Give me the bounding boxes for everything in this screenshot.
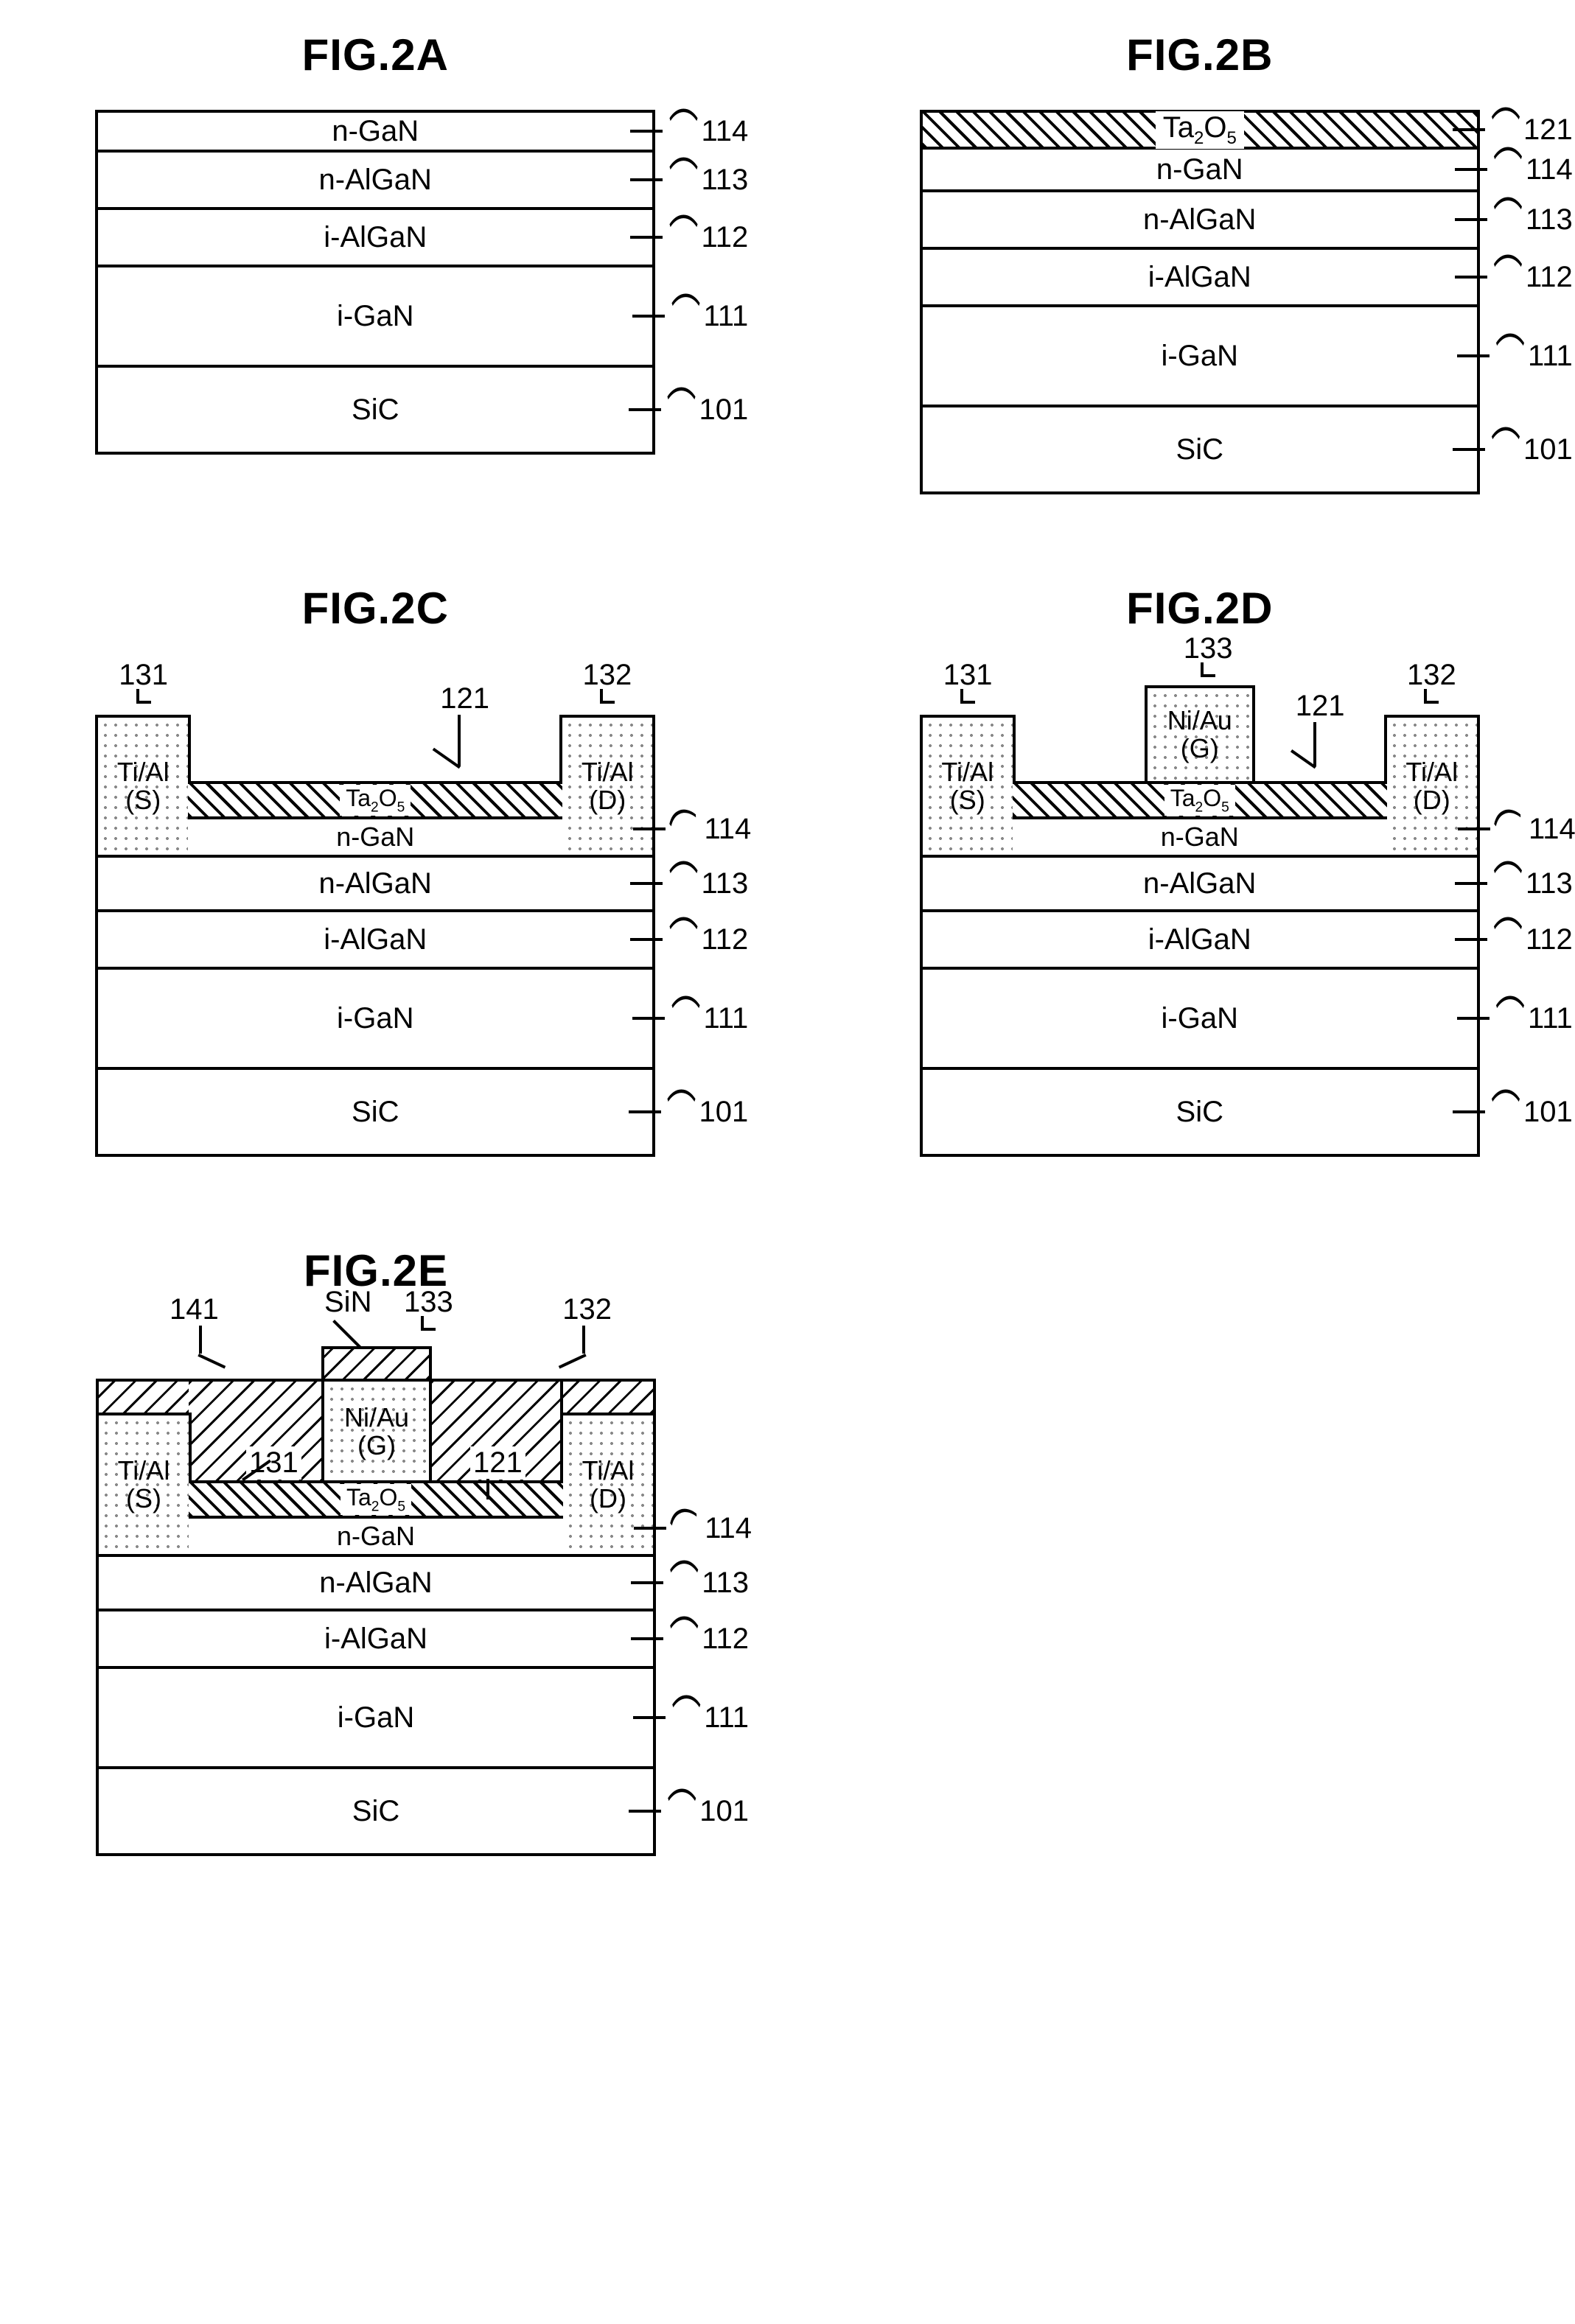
electrode-row: Ti/Al (S) Ti/Al (D) Ta2O5 (95, 715, 655, 855)
ngan-strip: n-GaN (1013, 819, 1387, 855)
ref-131: 131 (119, 659, 168, 707)
ref-111: ⌒111 (635, 1696, 749, 1739)
ref-133: 133 (1184, 632, 1233, 680)
ref-101: ⌒101 (630, 1790, 749, 1833)
layer-nalg: n-AlGaN⌒113 (95, 855, 655, 912)
ref-113: ⌒113 (632, 862, 748, 905)
ref-114: ⌒114 (635, 808, 751, 850)
electrode-row: Ti/Al (S) Ti/Al (D) Ni/Au (G) (96, 1362, 656, 1554)
figure-2e-stack: 141 SiN 133 132 (96, 1326, 656, 1856)
row-3: FIG.2E 141 SiN 133 132 (29, 1245, 1546, 1856)
ref-121-label: 121 (470, 1446, 525, 1480)
ref-113: ⌒113 (632, 158, 748, 201)
ref-101: ⌒101 (1454, 428, 1573, 471)
figure-2e: FIG.2E 141 SiN 133 132 (29, 1245, 722, 1856)
layer-nalg: n-AlGaN⌒113 (96, 1554, 656, 1611)
electrode-row: Ti/Al (S) Ti/Al (D) Ni/Au (G) (920, 715, 1480, 855)
ta2o5-strip: Ta2O5 (189, 1480, 563, 1519)
layer-ialg: i-AlGaN⌒112 (95, 210, 655, 267)
ref-111: ⌒111 (634, 997, 748, 1040)
ref-101: ⌒101 (1454, 1091, 1573, 1133)
ref-101: ⌒101 (630, 1091, 749, 1133)
ref-114: ⌒114 (635, 1507, 752, 1550)
ref-113: ⌒113 (632, 1561, 749, 1604)
layer-sic: SiC⌒101 (95, 368, 655, 455)
row-2: FIG.2C 131 132 121 (29, 583, 1546, 1157)
layer-nalg: n-AlGaN⌒113 (95, 153, 655, 210)
layer-ialg: i-AlGaN⌒112 (95, 912, 655, 970)
ref-113: ⌒113 (1456, 198, 1573, 241)
figure-2c-title: FIG.2C (302, 583, 449, 634)
layer-igan: i-GaN⌒111 (95, 970, 655, 1070)
gate-electrode: Ni/Au (G) (321, 1379, 432, 1482)
ref-111: ⌒111 (1459, 997, 1573, 1040)
figure-2c: FIG.2C 131 132 121 (29, 583, 722, 1157)
ref-111: ⌒111 (1459, 335, 1573, 377)
figure-2a-title: FIG.2A (302, 29, 449, 80)
ref-131: 131 (943, 659, 993, 707)
figure-2d-title: FIG.2D (1126, 583, 1273, 634)
layer-ta2o5: Ta2O5 ⌒121 (920, 110, 1480, 150)
layer-ngan: n-GaN⌒114 (95, 110, 655, 153)
ngan-strip: n-GaN (189, 1519, 563, 1554)
ref-131-label: 131 (246, 1446, 301, 1480)
ref-133: 133 (404, 1286, 453, 1334)
source-electrode: Ti/Al (S) (920, 715, 1016, 855)
layer-igan: i-GaN⌒111 (96, 1669, 656, 1769)
row-1: FIG.2A n-GaN⌒114 n-AlGaN⌒113 i-AlGaN⌒112… (29, 29, 1546, 494)
figure-2d-stack: 131 133 132 121 Ti/Al (S) Ti/Al (920, 663, 1480, 1157)
layer-nalg: n-AlGaN⌒113 (920, 855, 1480, 912)
figure-2a: FIG.2A n-GaN⌒114 n-AlGaN⌒113 i-AlGaN⌒112… (29, 29, 722, 494)
layer-nalg: n-AlGaN⌒113 (920, 192, 1480, 250)
layer-ialg: i-AlGaN⌒112 (920, 250, 1480, 307)
ref-121-label: 121 (440, 682, 489, 715)
ref-141: 141 (170, 1293, 219, 1326)
ngan-strip: n-GaN (188, 819, 562, 855)
layer-ialg: i-AlGaN⌒112 (920, 912, 1480, 970)
ref-132: 132 (1407, 659, 1456, 707)
ta2o5-strip: Ta2O5 (1013, 781, 1387, 819)
layer-ialg: i-AlGaN⌒112 (96, 1611, 656, 1669)
ref-111: ⌒111 (634, 295, 748, 337)
layer-ngan: n-GaN⌒114 (920, 150, 1480, 192)
ref-101: ⌒101 (630, 388, 749, 431)
ref-112: ⌒112 (1456, 256, 1573, 298)
ref-114: ⌒114 (1459, 808, 1575, 850)
layer-sic: SiC⌒101 (96, 1769, 656, 1856)
layer-sic: SiC⌒101 (95, 1070, 655, 1157)
layer-igan: i-GaN⌒111 (920, 307, 1480, 407)
ref-132: 132 (562, 1293, 612, 1326)
ta2o5-strip: Ta2O5 (188, 781, 562, 819)
figure-2b-stack: Ta2O5 ⌒121 n-GaN⌒114 n-AlGaN⌒113 i-AlGaN… (920, 110, 1480, 494)
figure-2d: FIG.2D 131 133 132 121 Ti/Al (S) (854, 583, 1546, 1157)
page: FIG.2A n-GaN⌒114 n-AlGaN⌒113 i-AlGaN⌒112… (29, 29, 1546, 1856)
ref-112: ⌒112 (1456, 918, 1573, 961)
figure-2c-stack: 131 132 121 Ti/Al (S) (95, 663, 655, 1157)
ref-112: ⌒112 (632, 216, 748, 259)
layer-sic: SiC⌒101 (920, 1070, 1480, 1157)
layer-igan: i-GaN⌒111 (95, 267, 655, 368)
layer-igan: i-GaN⌒111 (920, 970, 1480, 1070)
sin-over-gate (321, 1346, 432, 1382)
sin-over-source (96, 1379, 192, 1415)
figure-2b-title: FIG.2B (1126, 29, 1273, 80)
ref-112: ⌒112 (632, 1617, 749, 1660)
sin-label: SiN (324, 1286, 371, 1319)
ref-132: 132 (583, 659, 632, 707)
ref-113: ⌒113 (1456, 862, 1573, 905)
ref-112: ⌒112 (632, 918, 748, 961)
source-electrode: Ti/Al (S) (96, 1413, 192, 1554)
gate-electrode: Ni/Au (G) (1145, 685, 1255, 781)
figure-2b: FIG.2B Ta2O5 ⌒121 n-GaN⌒114 n-AlGaN⌒113 … (854, 29, 1546, 494)
sin-over-drain (560, 1379, 656, 1415)
source-electrode: Ti/Al (S) (95, 715, 191, 855)
layer-sic: SiC⌒101 (920, 407, 1480, 494)
figure-2a-stack: n-GaN⌒114 n-AlGaN⌒113 i-AlGaN⌒112 i-GaN⌒… (95, 110, 655, 455)
